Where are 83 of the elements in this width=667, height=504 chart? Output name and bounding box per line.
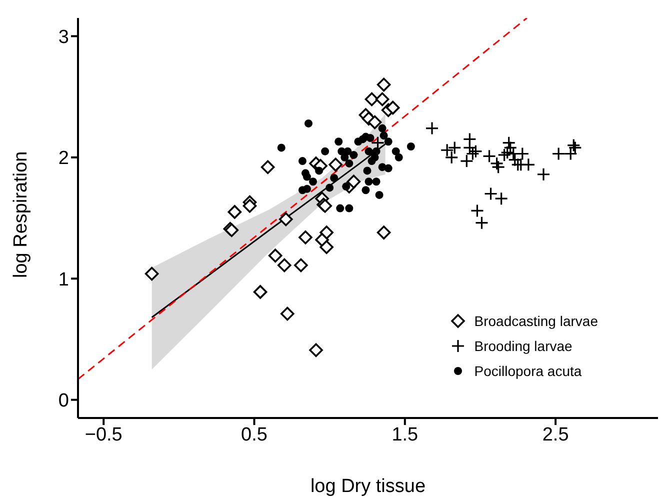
point: [345, 159, 354, 168]
point: [350, 150, 358, 159]
point: [492, 160, 506, 174]
point: [375, 190, 384, 199]
x-tick-label: 0.5: [241, 424, 268, 446]
y-tick-label: 3: [58, 26, 69, 48]
point: [304, 119, 312, 128]
point: [502, 136, 516, 150]
point: [448, 140, 462, 154]
point: [536, 168, 550, 182]
point: [494, 192, 508, 206]
point: [320, 240, 334, 254]
point: [522, 158, 536, 172]
point: [298, 157, 306, 166]
point: [425, 122, 439, 136]
point: [392, 147, 400, 156]
point: [552, 146, 566, 161]
legend-label: Broadcasting larvae: [474, 312, 598, 328]
point: [294, 258, 308, 272]
point: [260, 160, 275, 174]
point: [345, 204, 354, 212]
point: [277, 144, 286, 152]
point: [364, 92, 379, 106]
point: [280, 306, 294, 321]
point: [394, 153, 403, 162]
point: [364, 178, 373, 186]
point: [372, 178, 380, 186]
point: [242, 198, 257, 213]
point: [372, 147, 380, 156]
legend-label: Pocillopora acuta: [474, 362, 582, 378]
point: [376, 78, 391, 92]
point: [566, 138, 580, 152]
point: [380, 132, 388, 140]
point: [362, 186, 370, 194]
point: [309, 178, 318, 186]
point: [326, 184, 334, 192]
point: [370, 136, 385, 150]
point: [277, 258, 292, 272]
point: [309, 343, 323, 358]
point: [344, 147, 352, 156]
point: [474, 216, 489, 230]
x-tick-label: −0.5: [84, 424, 122, 446]
point: [228, 205, 242, 219]
point: [363, 166, 372, 175]
point: [384, 138, 392, 146]
point: [253, 285, 268, 299]
x-tick-label: 1.5: [392, 424, 418, 446]
point: [368, 115, 382, 130]
point: [278, 212, 293, 226]
y-axis-title: log Respiration: [10, 151, 32, 278]
y-tick-label: 1: [58, 269, 69, 290]
point: [321, 147, 330, 156]
point: [384, 164, 392, 172]
point: [336, 204, 344, 212]
point: [484, 186, 498, 201]
point: [376, 226, 391, 240]
point: [340, 153, 349, 162]
point: [144, 266, 159, 281]
point: [378, 124, 386, 132]
point: [564, 146, 578, 161]
point: [302, 172, 311, 181]
point: [334, 138, 343, 146]
point: [268, 248, 282, 262]
point: [568, 140, 582, 154]
point: [298, 230, 312, 244]
point: [375, 92, 390, 106]
point: [386, 100, 400, 115]
point: [330, 174, 338, 182]
point: [302, 184, 311, 193]
point: [315, 166, 324, 175]
point: [460, 154, 474, 168]
x-axis-title: log Dry tissue: [310, 476, 426, 497]
point: [346, 174, 361, 189]
x-tick-label: 2.5: [542, 424, 569, 446]
point: [498, 148, 512, 162]
point: [406, 142, 415, 150]
legend-label: Brooding larvae: [474, 338, 572, 354]
point: [328, 158, 343, 172]
y-tick-label: 0: [58, 390, 69, 412]
point: [366, 134, 374, 142]
point: [470, 204, 484, 218]
point: [364, 147, 373, 156]
y-tick-label: 2: [58, 148, 69, 170]
